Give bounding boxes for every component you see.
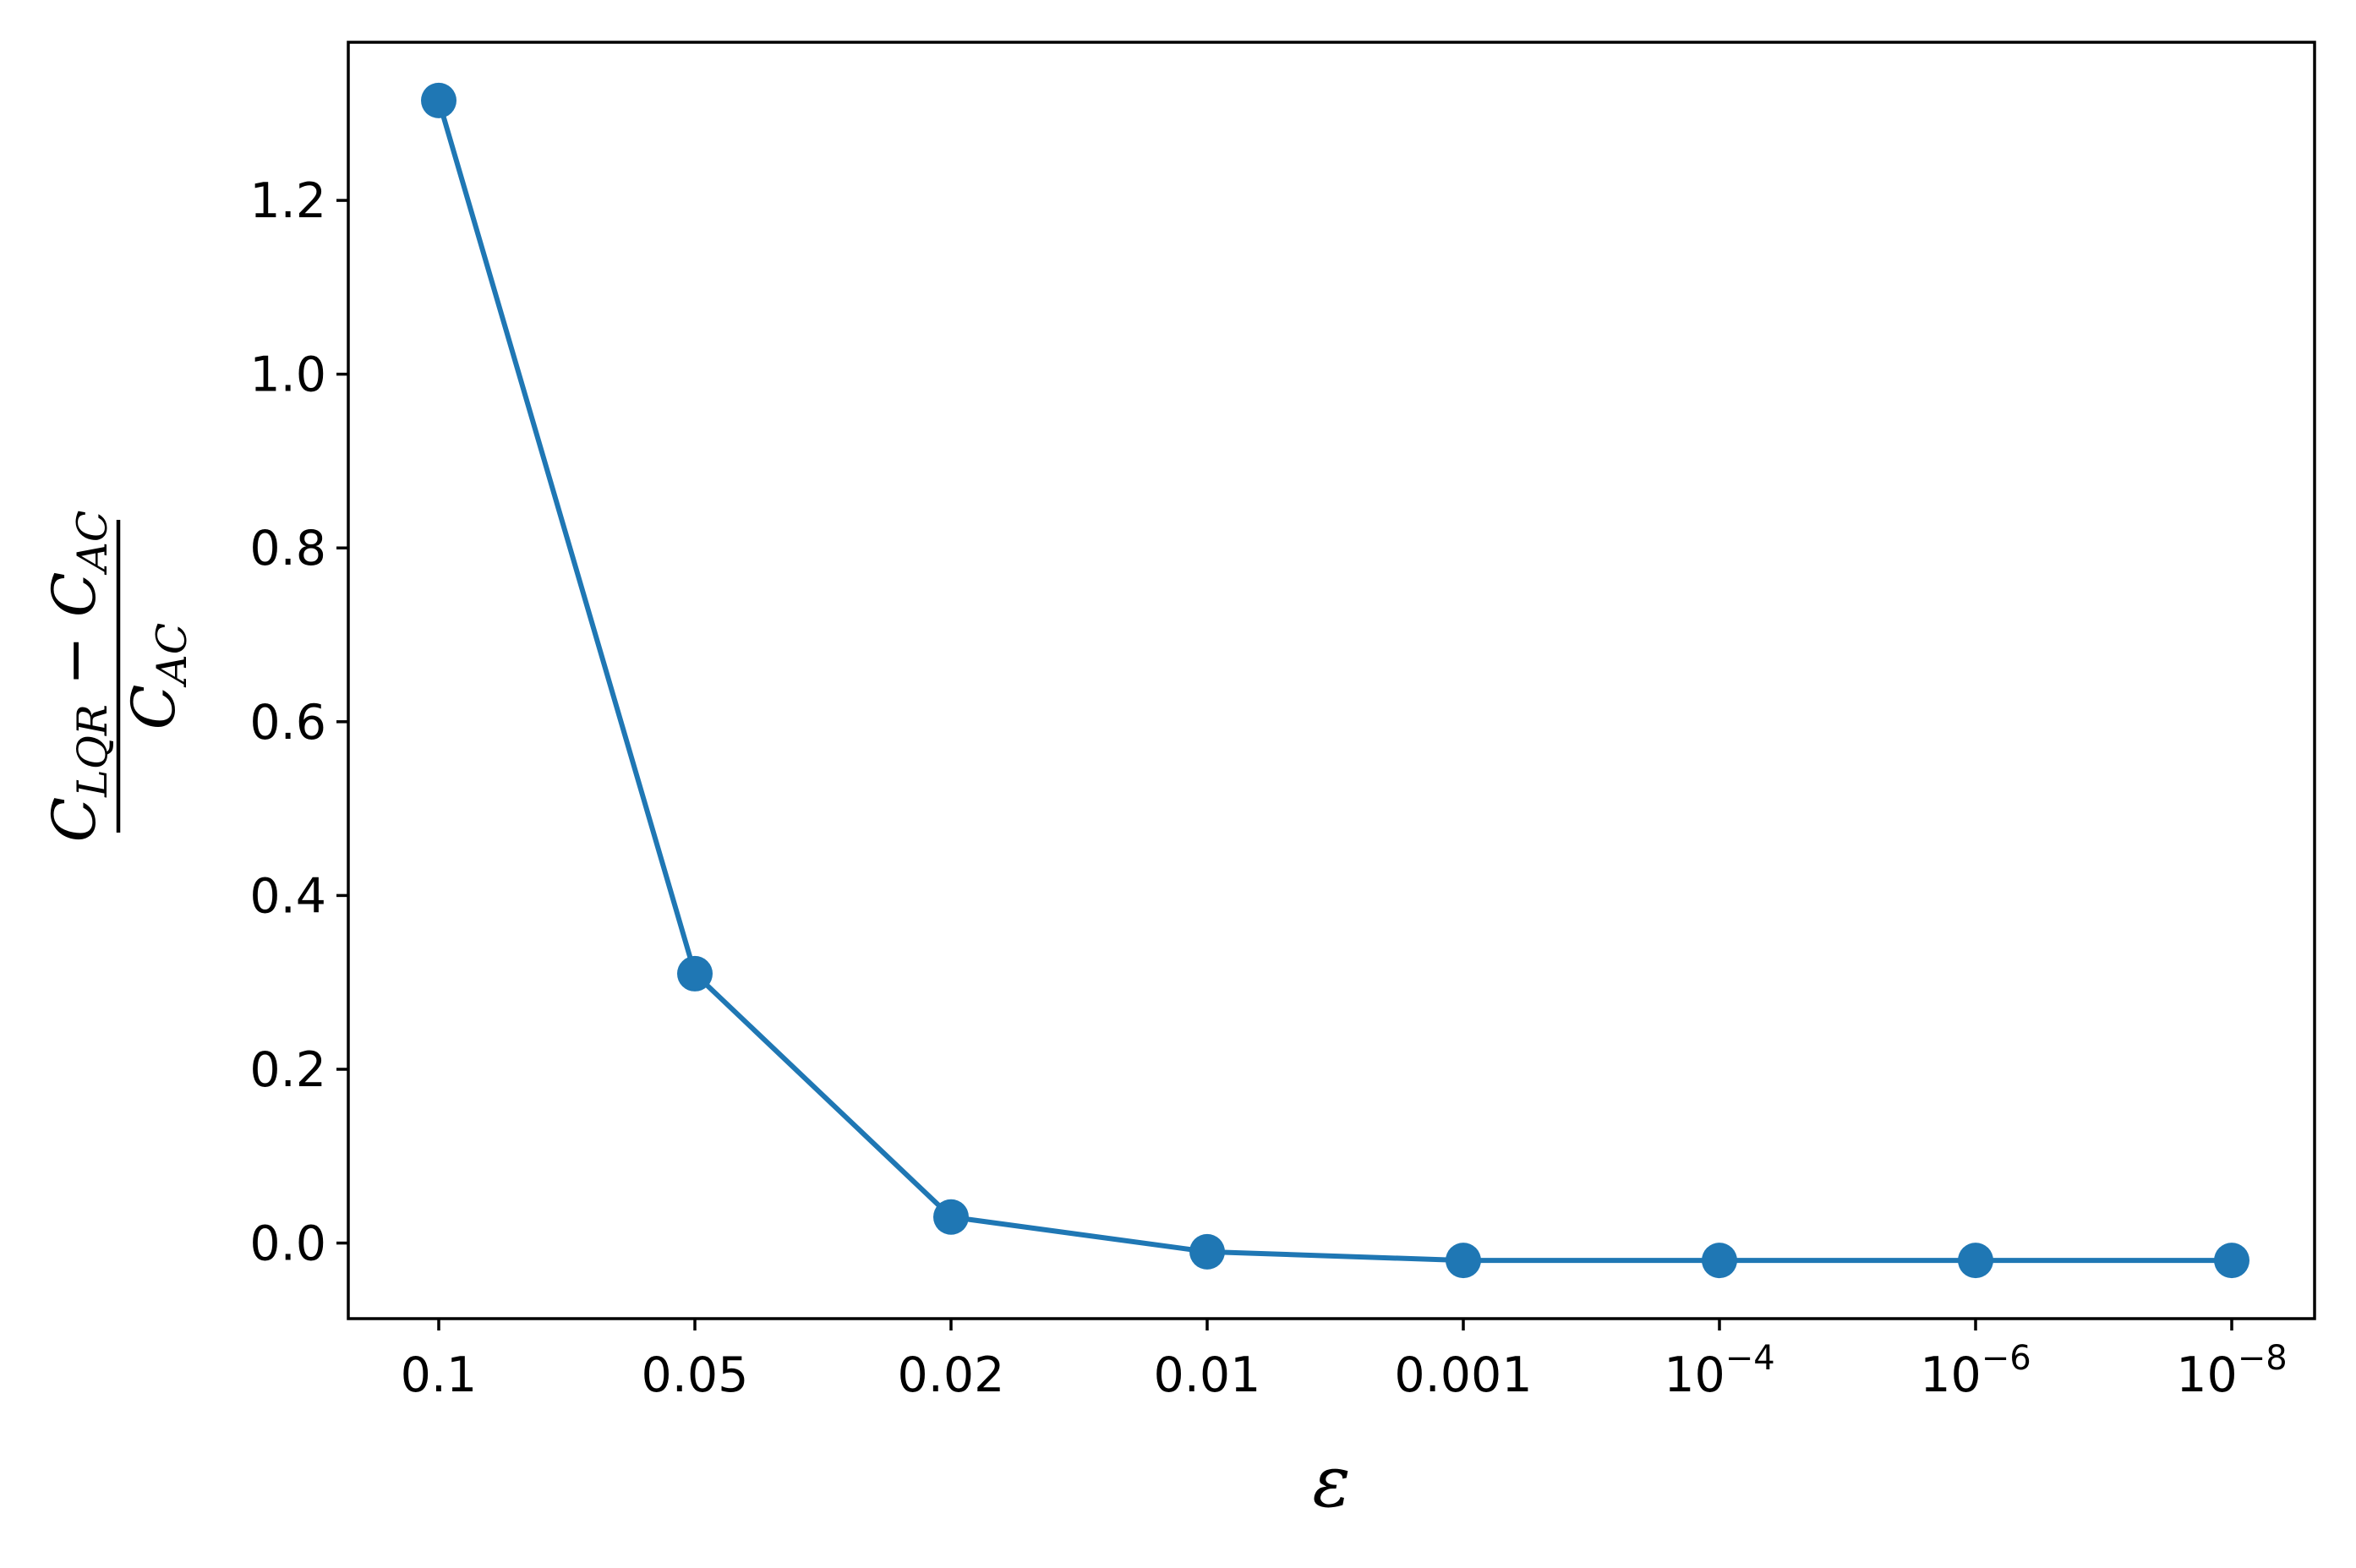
x-axis-label: ε [1312,1440,1350,1523]
data-point [1446,1243,1481,1279]
y-tick-label: 0.4 [249,868,326,924]
data-point [1189,1233,1225,1270]
x-tick-label: 0.01 [1154,1347,1261,1403]
y-tick-label: 0.6 [249,695,326,751]
y-label-num-c2: C [40,572,109,618]
y-label-den-sub: AC [148,623,196,688]
x-axis-ticks: 0.1 0.05 0.02 0.01 0.001 10−4 10−6 10−8 [401,1319,2288,1403]
data-point [2214,1243,2249,1279]
y-label-denominator: CAC [119,623,196,729]
y-tick-label: 0.8 [249,521,326,576]
x-tick-label: 0.02 [898,1347,1005,1403]
data-point [421,82,456,118]
x-tick-label: 0.05 [642,1347,749,1403]
axes-frame [347,41,2316,1320]
y-label-num-op: − [40,617,109,704]
y-label-num-c1: C [40,797,109,843]
plot-area [421,82,2249,1279]
x-tick-label: 0.001 [1394,1347,1532,1403]
x-tick-label: 10−8 [2176,1339,2288,1403]
y-axis-label: CLQR − CAC CAC [40,511,196,843]
data-point [1958,1243,1993,1279]
data-point [933,1199,969,1235]
y-tick-label: 1.0 [249,347,326,403]
x-tick-label: 10−6 [1920,1339,2031,1403]
y-label-num-sub1: LQR [68,704,117,798]
series-line [436,97,2234,1264]
y-label-numerator: CLQR − CAC [40,511,117,843]
x-tick-label: 10−4 [1664,1339,1775,1403]
data-point [1702,1243,1737,1279]
y-tick-label: 0.0 [249,1216,326,1272]
y-axis-ticks: 0.0 0.2 0.4 0.6 0.8 1.0 1.2 [249,173,348,1272]
y-tick-label: 0.2 [249,1042,326,1098]
y-label-den-c: C [119,685,189,730]
data-point [677,955,713,992]
y-tick-label: 1.2 [249,173,326,229]
x-tick-label: 0.1 [401,1347,478,1403]
y-label-num-sub2: AC [68,511,117,576]
